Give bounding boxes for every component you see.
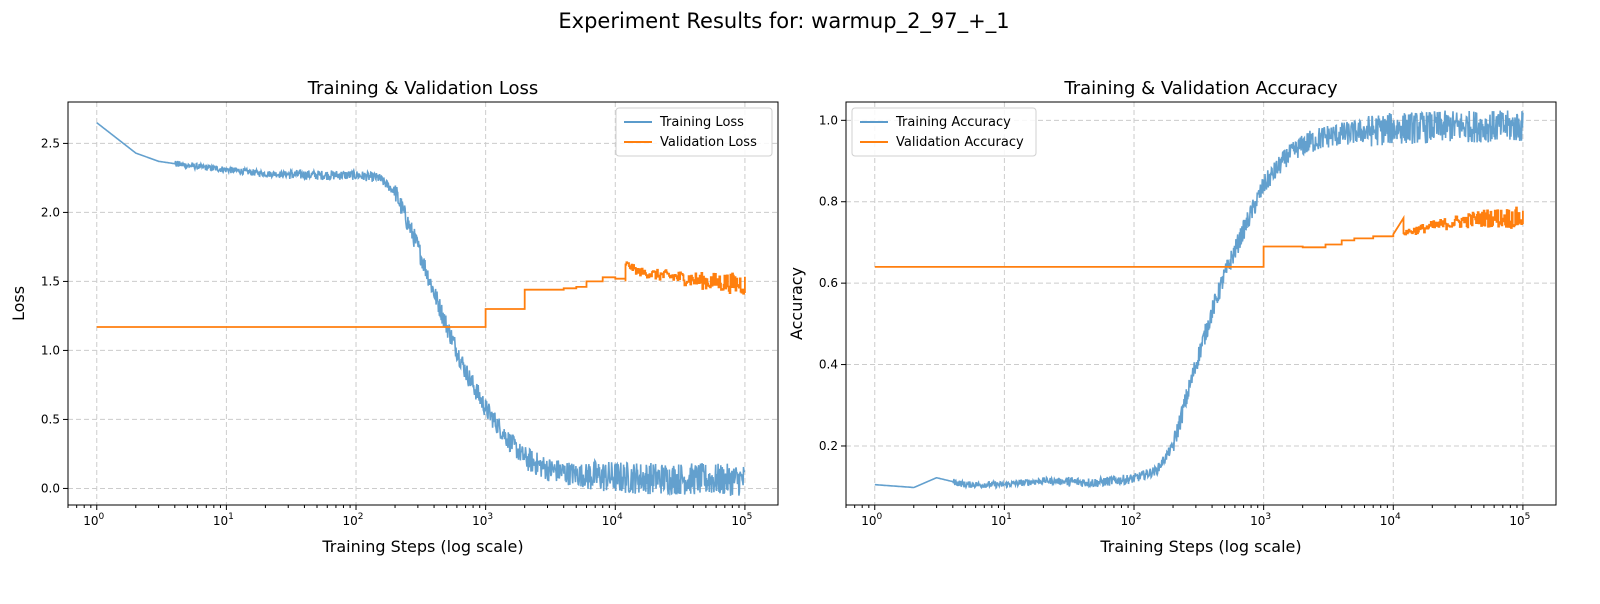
y-tick-label: 1.0 xyxy=(41,343,60,357)
x-tick-label: 103 xyxy=(1250,512,1271,528)
x-tick-label: 103 xyxy=(472,512,493,528)
x-tick-label-base: 10 xyxy=(1380,514,1395,528)
x-tick-label-exponent: 5 xyxy=(747,512,753,522)
x-tick-label: 101 xyxy=(991,512,1012,528)
loss-chart: 100 101 102 103 104 1050.00.51.01.52.02.5Trai… xyxy=(9,78,779,556)
x-tick-label-exponent: 4 xyxy=(1395,512,1401,522)
x-tick-label-exponent: 5 xyxy=(1525,512,1531,522)
y-tick-label: 0.6 xyxy=(819,276,838,290)
legend-box xyxy=(851,107,1037,157)
x-tick-label-exponent: 0 xyxy=(99,512,105,522)
legend: Training Loss Validation Loss xyxy=(615,107,773,157)
x-tick-label-base: 10 xyxy=(1509,514,1524,528)
x-tick-label-base: 10 xyxy=(1250,514,1265,528)
x-tick-label-exponent: 1 xyxy=(228,512,234,522)
chart-title: Training & Validation Loss xyxy=(307,78,539,99)
x-tick-label: 105 xyxy=(731,512,752,528)
axes-frame xyxy=(845,101,1557,506)
y-tick-label: 1.0 xyxy=(819,113,838,127)
x-axis-label: Training Steps (log scale) xyxy=(1099,537,1301,556)
legend-label-validation-accuracy: Validation Accuracy xyxy=(896,135,1024,150)
x-tick-label-exponent: 3 xyxy=(1265,512,1271,522)
series-group xyxy=(96,122,746,496)
axes-frame xyxy=(67,101,779,506)
y-tick-label: 0.4 xyxy=(819,358,838,372)
y-tick-label: 0.2 xyxy=(819,439,838,453)
x-tick-label: 102 xyxy=(1121,512,1142,528)
x-tick-label-base: 10 xyxy=(731,514,746,528)
x-tick-label-exponent: 2 xyxy=(1136,512,1142,522)
legend-label-training-loss: Training Loss xyxy=(659,115,744,130)
legend-box xyxy=(615,107,773,157)
x-tick-label: 101 xyxy=(213,512,234,528)
x-tick-label-exponent: 2 xyxy=(358,512,364,522)
legend-label-training-accuracy: Training Accuracy xyxy=(895,115,1011,130)
x-tick-label: 105 xyxy=(1509,512,1530,528)
series-line-training-loss xyxy=(96,122,746,496)
x-tick-label-base: 10 xyxy=(861,514,876,528)
x-tick-label: 100 xyxy=(861,512,882,528)
y-tick-label: 2.0 xyxy=(41,205,60,219)
y-axis-label: Loss xyxy=(9,286,28,321)
x-tick-label-exponent: 3 xyxy=(487,512,493,522)
x-axis-label: Training Steps (log scale) xyxy=(321,537,523,556)
y-tick-label: 0.0 xyxy=(41,481,60,495)
y-tick-label: 2.5 xyxy=(41,136,60,150)
y-tick-label: 0.8 xyxy=(819,195,838,209)
x-tick-label: 102 xyxy=(343,512,364,528)
x-tick-label-base: 10 xyxy=(991,514,1006,528)
x-tick-label-base: 10 xyxy=(343,514,358,528)
y-axis-label: Accuracy xyxy=(787,267,806,340)
accuracy-chart: 100 101 102 103 104 1050.20.40.60.81.0Trainin… xyxy=(787,78,1557,556)
x-tick-label: 104 xyxy=(602,512,623,528)
series-line-validation-loss xyxy=(96,261,746,328)
x-tick-label-exponent: 4 xyxy=(617,512,623,522)
series-group xyxy=(874,110,1524,490)
x-tick-label-base: 10 xyxy=(1121,514,1136,528)
figure-suptitle: Experiment Results for: warmup_2_97_+_1 xyxy=(558,9,1009,34)
y-tick-label: 0.5 xyxy=(41,412,60,426)
x-tick-label-base: 10 xyxy=(602,514,617,528)
x-tick-label: 100 xyxy=(83,512,104,528)
x-tick-label: 104 xyxy=(1380,512,1401,528)
x-tick-label-exponent: 1 xyxy=(1006,512,1012,522)
legend: Training Accuracy Validation Accuracy xyxy=(851,107,1037,157)
series-line-validation-accuracy xyxy=(874,206,1524,268)
series-line-training-accuracy xyxy=(874,110,1524,490)
y-tick-label: 1.5 xyxy=(41,274,60,288)
chart-title: Training & Validation Accuracy xyxy=(1063,78,1338,99)
x-tick-label-base: 10 xyxy=(83,514,98,528)
legend-label-validation-loss: Validation Loss xyxy=(660,135,757,150)
x-tick-label-base: 10 xyxy=(213,514,228,528)
x-tick-label-base: 10 xyxy=(472,514,487,528)
grid xyxy=(68,102,778,505)
x-tick-label-exponent: 0 xyxy=(877,512,883,522)
grid xyxy=(846,102,1556,505)
